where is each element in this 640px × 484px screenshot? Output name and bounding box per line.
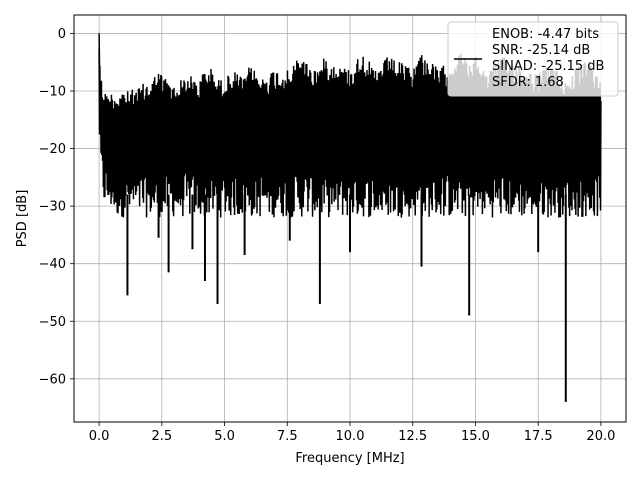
y-tick-label: −20 [39, 142, 66, 157]
x-tick-label: 15.0 [461, 429, 490, 444]
y-tick-label: 0 [58, 27, 66, 42]
y-tick-label: −50 [39, 315, 66, 330]
x-tick-label: 20.0 [586, 429, 615, 444]
legend-line-sinad: SINAD: -25.15 dB [492, 59, 604, 74]
y-axis-label: PSD [dB] [15, 190, 30, 248]
x-tick-label: 7.5 [277, 429, 298, 444]
y-tick-label: −30 [39, 200, 66, 215]
x-axis-label: Frequency [MHz] [295, 451, 404, 466]
psd-series [98, 33, 602, 402]
legend-line-enob: ENOB: -4.47 bits [492, 27, 599, 42]
x-tick-label: 12.5 [398, 429, 427, 444]
y-tick-label: −40 [39, 257, 66, 272]
x-tick-label: 5.0 [214, 429, 235, 444]
y-tick-label: −60 [39, 372, 66, 387]
psd-trace [98, 48, 602, 218]
legend-line-sfdr: SFDR: 1.68 [492, 75, 564, 90]
legend-line-snr: SNR: -25.14 dB [492, 43, 590, 58]
legend: ENOB: -4.47 bits SNR: -25.14 dB SINAD: -… [447, 21, 619, 97]
legend-box [447, 21, 619, 97]
x-tick-label: 2.5 [151, 429, 172, 444]
x-tick-label: 10.0 [336, 429, 365, 444]
x-tick-label: 0.0 [89, 429, 110, 444]
x-tick-label: 17.5 [524, 429, 553, 444]
psd-dc-spike [98, 33, 102, 126]
y-axis-ticks: 0 −10 −20 −30 −40 −50 −60 [39, 27, 74, 387]
y-tick-label: −10 [39, 84, 66, 99]
x-axis-ticks: 0.0 2.5 5.0 7.5 10.0 12.5 15.0 17.5 20.0 [89, 422, 615, 444]
